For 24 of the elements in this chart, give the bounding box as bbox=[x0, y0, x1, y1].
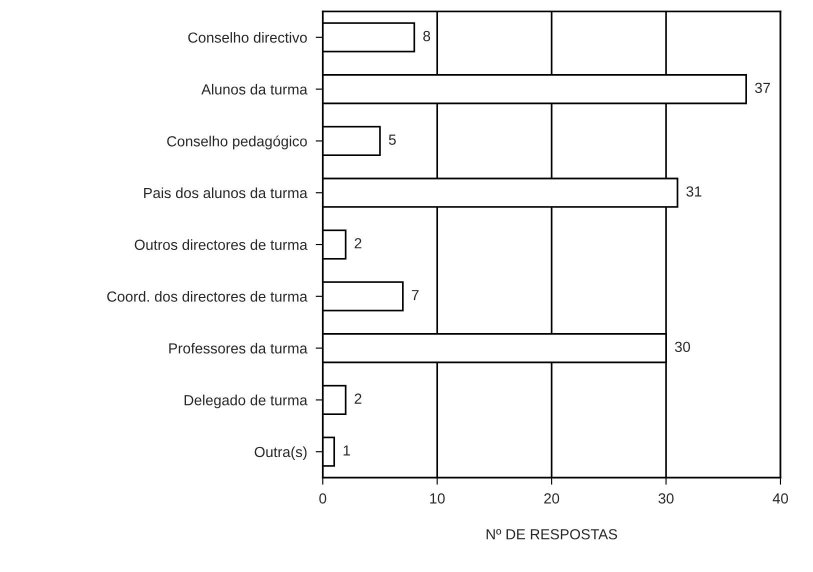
data-label: 1 bbox=[344, 445, 350, 456]
data-label: 2 bbox=[354, 394, 362, 404]
x-tick-label: 10 bbox=[430, 493, 445, 504]
y-tick-label: Pais dos alunos da turma bbox=[144, 187, 308, 198]
y-tick-label: Alunos da turma bbox=[201, 84, 308, 95]
y-tick-label: Outros directores de turma bbox=[134, 239, 308, 250]
data-label: 2 bbox=[354, 238, 362, 248]
data-label: 37 bbox=[755, 82, 770, 94]
x-tick-label: 0 bbox=[319, 493, 326, 504]
x-tick-label: 20 bbox=[544, 493, 560, 504]
x-tick-label: 40 bbox=[772, 493, 788, 504]
data-label: 8 bbox=[423, 30, 430, 42]
data-label: 7 bbox=[412, 290, 419, 300]
data-label: 31 bbox=[686, 186, 702, 197]
y-tick-label: Conselho directivo bbox=[188, 32, 307, 43]
y-tick-label: Delegado de turma bbox=[184, 394, 308, 408]
data-label: 30 bbox=[674, 342, 690, 352]
x-tick-label: 30 bbox=[658, 493, 674, 504]
y-tick-label: Coord. dos directores de turma bbox=[107, 291, 308, 302]
data-label: 5 bbox=[388, 134, 396, 145]
x-axis-title: Nº DE RESPOSTAS bbox=[486, 529, 618, 540]
y-tick-label: Professores da turma bbox=[169, 342, 308, 354]
y-tick-label: Outra(s) bbox=[254, 446, 307, 460]
y-tick-label: Conselho pedagógico bbox=[167, 136, 307, 150]
